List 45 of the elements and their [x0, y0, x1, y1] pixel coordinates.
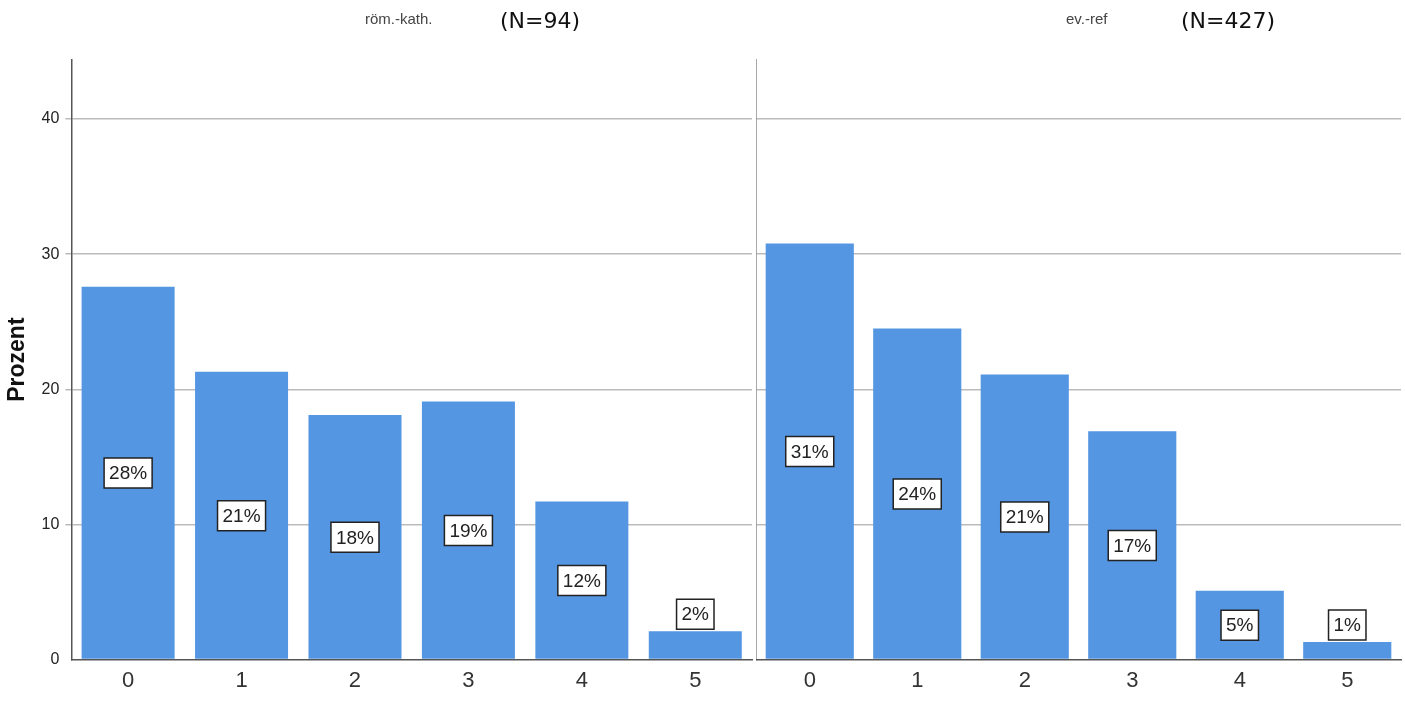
- bar: [1303, 642, 1392, 659]
- data-label: 17%: [1113, 534, 1152, 556]
- x-tick-label: 5: [1341, 666, 1354, 692]
- y-tick-label: 30: [41, 244, 60, 262]
- y-tick-label: 40: [41, 109, 60, 127]
- bar: [195, 371, 289, 659]
- chart-subtitle: (N=427): [1181, 8, 1276, 33]
- bar: [308, 415, 402, 659]
- bar: [81, 286, 175, 659]
- bar: [980, 374, 1069, 659]
- x-tick-label: 0: [121, 666, 135, 692]
- data-label: 31%: [790, 440, 829, 462]
- x-tick-label: 0: [803, 666, 816, 692]
- y-tick-label: 20: [41, 379, 60, 397]
- x-tick-label: 3: [462, 666, 475, 692]
- bar: [765, 243, 854, 659]
- data-label: 5%: [1226, 614, 1254, 636]
- x-tick-label: 1: [235, 666, 248, 692]
- x-tick-label: 4: [1233, 666, 1246, 692]
- data-label: 19%: [449, 519, 488, 541]
- data-label: 24%: [898, 483, 937, 505]
- chart-title: röm.-kath.: [365, 10, 433, 27]
- data-label: 1%: [1333, 614, 1362, 636]
- data-label: 12%: [562, 569, 601, 591]
- bar: [1088, 431, 1177, 659]
- data-label: 2%: [681, 603, 710, 625]
- x-tick-label: 5: [689, 666, 702, 692]
- chart-subtitle: (N=94): [500, 8, 581, 33]
- data-label: 28%: [109, 462, 148, 484]
- x-tick-label: 3: [1126, 666, 1139, 692]
- y-tick-label: 0: [50, 650, 60, 668]
- bar: [648, 631, 742, 659]
- x-tick-label: 2: [1018, 666, 1031, 692]
- y-axis-title: Prozent: [3, 317, 30, 402]
- bar: [421, 401, 515, 659]
- data-label: 21%: [1005, 506, 1044, 528]
- data-label: 21%: [222, 504, 261, 526]
- y-tick-label: 10: [41, 514, 60, 532]
- x-tick-label: 4: [575, 666, 588, 692]
- x-tick-label: 2: [348, 666, 362, 692]
- bar: [873, 328, 962, 659]
- x-tick-label: 1: [911, 666, 924, 692]
- chart-title: ev.-ref: [1066, 10, 1108, 27]
- data-label: 18%: [335, 526, 375, 548]
- bar: [535, 501, 629, 659]
